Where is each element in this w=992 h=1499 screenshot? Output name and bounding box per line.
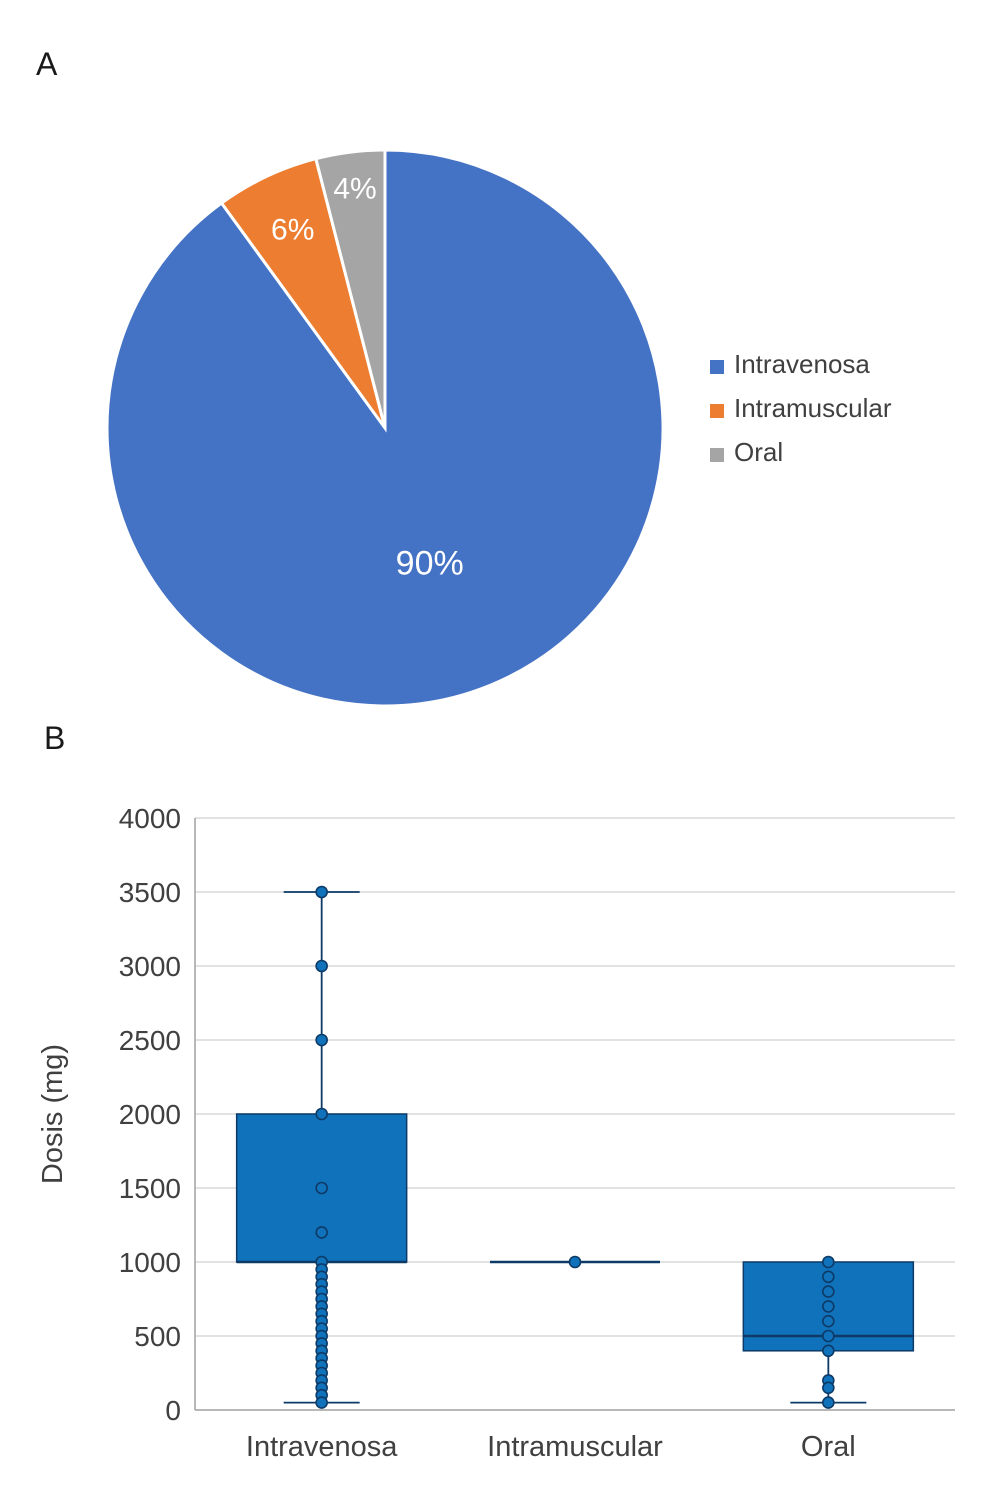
data-point-oral-500 [822, 1329, 835, 1343]
pie-slice-label-oral: 4% [333, 173, 376, 206]
legend-swatch-intramuscular [710, 404, 724, 418]
pie-slice-oral [314, 148, 387, 429]
data-point-oral-400 [822, 1344, 835, 1358]
panel-b-label: B [44, 720, 66, 756]
data-point-oral-50 [822, 1396, 835, 1409]
legend-label-intramuscular: Intramuscular [734, 393, 892, 423]
data-point-intravenosa-50 [315, 1396, 328, 1409]
legend-swatch-intravenosa [710, 360, 724, 374]
data-point-oral-150 [822, 1381, 835, 1395]
y-tick-label-0: 0 [165, 1395, 181, 1426]
pie-slice-label-intramuscular: 6% [271, 214, 314, 247]
data-point-oral-1000 [822, 1255, 835, 1269]
y-tick-label-500: 500 [134, 1321, 181, 1352]
x-category-label-intramuscular: Intramuscular [487, 1431, 663, 1463]
y-tick-label-1500: 1500 [119, 1173, 181, 1204]
data-point-oral-700 [822, 1300, 835, 1313]
data-point-intravenosa-3000 [315, 959, 328, 973]
y-axis-title: Dosis (mg) [37, 1044, 69, 1184]
y-tick-label-1000: 1000 [119, 1247, 181, 1278]
legend-label-intravenosa: Intravenosa [734, 349, 870, 379]
x-category-label-intravenosa: Intravenosa [246, 1431, 398, 1463]
data-point-intravenosa-3500 [315, 885, 328, 899]
y-tick-label-3000: 3000 [119, 951, 181, 982]
data-point-intramuscular-1000 [568, 1255, 582, 1269]
legend-swatch-oral [710, 448, 724, 462]
x-category-label-oral: Oral [801, 1431, 856, 1463]
pie-slice-label-intravenosa: 90% [396, 544, 464, 582]
pie-chart: 90% 6% 4% Intravenosa Intramuscular Oral [105, 148, 892, 708]
data-point-intravenosa-1200 [315, 1226, 328, 1239]
data-point-intravenosa-2000 [315, 1107, 328, 1121]
data-point-oral-800 [822, 1285, 835, 1298]
panel-a-label: A [36, 46, 58, 82]
data-point-intravenosa-1500 [315, 1181, 328, 1195]
y-tick-label-2000: 2000 [119, 1099, 181, 1130]
data-point-intravenosa-2500 [315, 1033, 328, 1047]
legend-label-oral: Oral [734, 437, 783, 467]
y-tick-label-2500: 2500 [119, 1025, 181, 1056]
data-point-oral-600 [822, 1314, 835, 1328]
box-plot: 0 500 1000 1500 2000 2500 3000 3500 4000 Intraven… [37, 803, 955, 1463]
data-point-oral-900 [822, 1270, 835, 1284]
y-tick-label-4000: 4000 [119, 803, 181, 834]
y-tick-label-3500: 3500 [119, 877, 181, 908]
